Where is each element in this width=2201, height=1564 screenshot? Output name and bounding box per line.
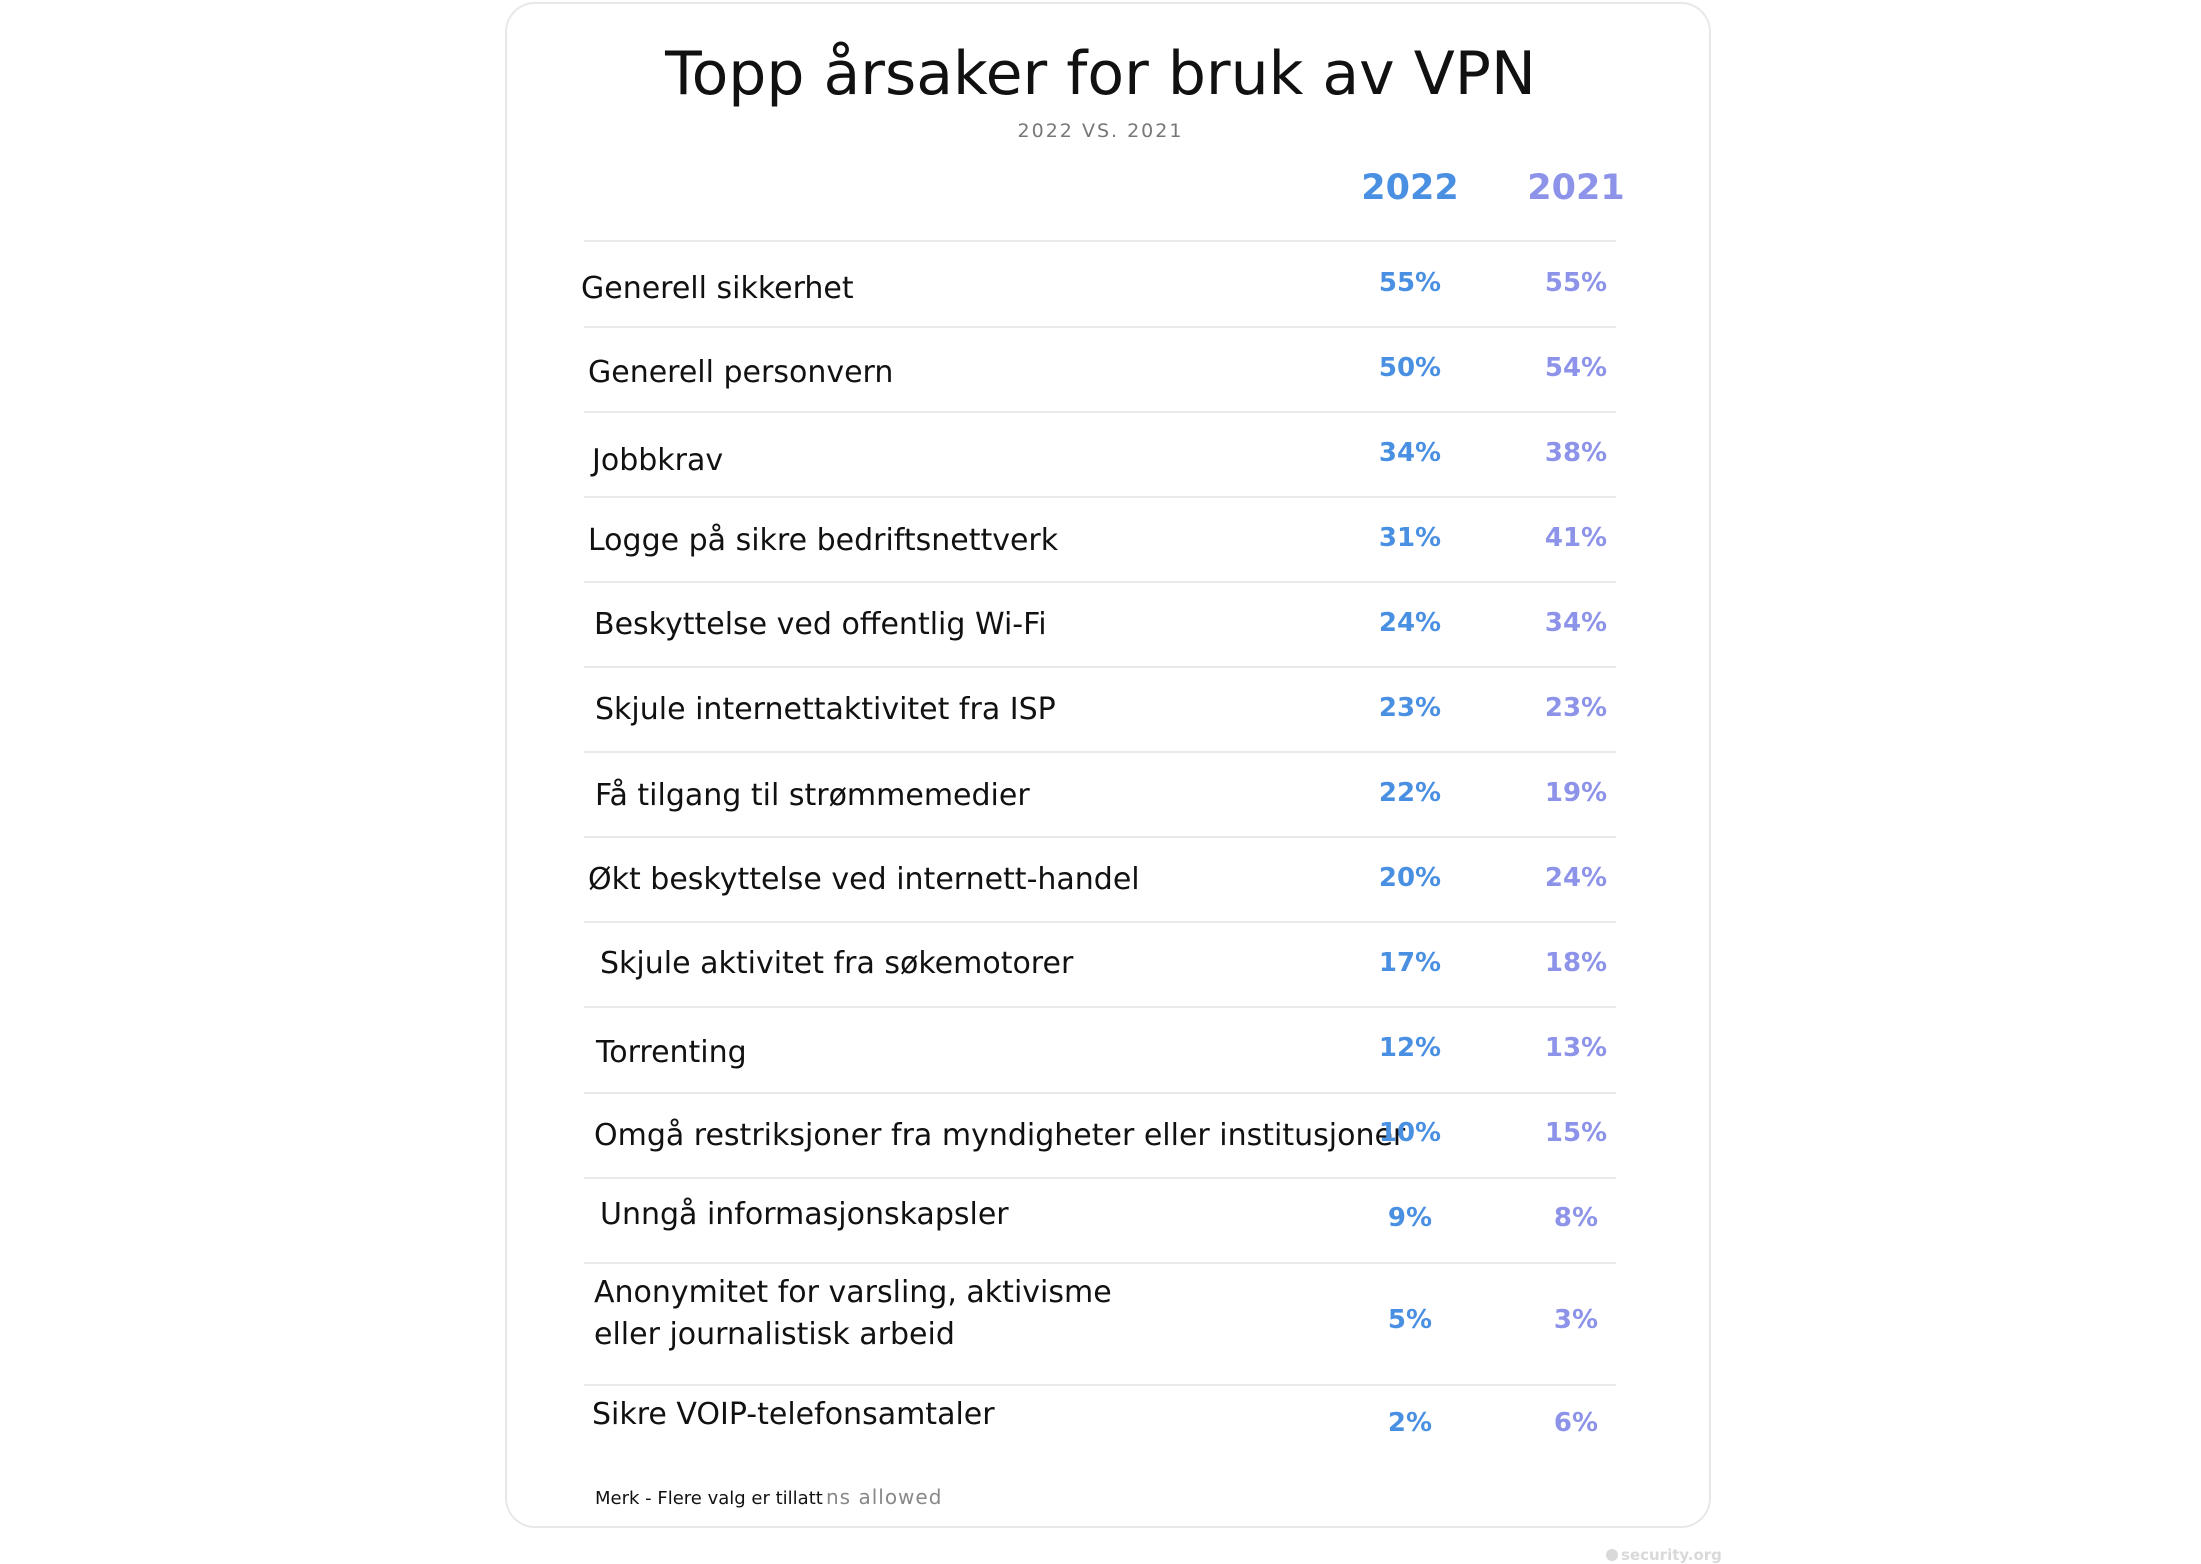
value-2021: 34% bbox=[1544, 608, 1608, 638]
row-divider bbox=[584, 751, 1616, 753]
value-2022: 23% bbox=[1378, 693, 1442, 723]
value-2022: 20% bbox=[1378, 863, 1442, 893]
value-2022: 55% bbox=[1378, 268, 1442, 298]
value-2022: 31% bbox=[1378, 523, 1442, 553]
value-2022: 22% bbox=[1378, 778, 1442, 808]
row-label: Omgå restriksjoner fra myndigheter eller… bbox=[594, 1118, 1406, 1153]
row-divider bbox=[584, 411, 1616, 413]
row-label: Anonymitet for varsling, aktivisme eller … bbox=[594, 1275, 1112, 1352]
row-divider bbox=[584, 836, 1616, 838]
value-2022: 24% bbox=[1378, 608, 1442, 638]
row-divider bbox=[584, 921, 1616, 923]
row-divider bbox=[584, 326, 1616, 328]
column-header-2022: 2022 bbox=[1361, 168, 1459, 208]
row-divider bbox=[584, 1177, 1616, 1179]
value-2022: 17% bbox=[1378, 948, 1442, 978]
value-2021: 41% bbox=[1544, 523, 1608, 553]
row-label: Unngå informasjonskapsler bbox=[600, 1197, 1009, 1232]
column-header-2021: 2021 bbox=[1527, 168, 1625, 208]
value-2022: 34% bbox=[1378, 438, 1442, 468]
row-label: Økt beskyttelse ved internett-handel bbox=[588, 862, 1140, 897]
chart-subtitle: 2022 VS. 2021 bbox=[1017, 120, 1184, 142]
value-2021: 55% bbox=[1544, 268, 1608, 298]
row-label: Generell personvern bbox=[588, 355, 894, 390]
row-divider bbox=[584, 1262, 1616, 1264]
value-2021: 23% bbox=[1544, 693, 1608, 723]
row-label: Få tilgang til strømmemedier bbox=[595, 778, 1030, 813]
brand-icon bbox=[1606, 1549, 1618, 1561]
row-divider bbox=[584, 1384, 1616, 1386]
row-divider bbox=[584, 666, 1616, 668]
row-label: Sikre VOIP-telefonsamtaler bbox=[592, 1397, 995, 1432]
row-label: Beskyttelse ved offentlig Wi-Fi bbox=[594, 607, 1047, 642]
value-2021: 8% bbox=[1553, 1203, 1599, 1233]
value-2021: 38% bbox=[1544, 438, 1608, 468]
value-2021: 19% bbox=[1544, 778, 1608, 808]
row-label: Skjule aktivitet fra søkemotorer bbox=[600, 946, 1074, 981]
value-2021: 3% bbox=[1553, 1305, 1599, 1335]
value-2022: 10% bbox=[1378, 1118, 1442, 1148]
value-2022: 2% bbox=[1387, 1408, 1433, 1438]
row-divider bbox=[584, 1092, 1616, 1094]
footnote-remnant: ns allowed bbox=[826, 1485, 943, 1509]
row-divider bbox=[584, 240, 1616, 242]
value-2021: 15% bbox=[1544, 1118, 1608, 1148]
row-label: Logge på sikre bedriftsnettverk bbox=[588, 523, 1059, 558]
row-divider bbox=[584, 1006, 1616, 1008]
row-label: Skjule internettaktivitet fra ISP bbox=[595, 692, 1056, 727]
value-2021: 13% bbox=[1544, 1033, 1608, 1063]
value-2021: 24% bbox=[1544, 863, 1608, 893]
value-2022: 5% bbox=[1387, 1305, 1433, 1335]
value-2022: 50% bbox=[1378, 353, 1442, 383]
row-label: Generell sikkerhet bbox=[581, 271, 854, 306]
row-divider bbox=[584, 496, 1616, 498]
value-2021: 6% bbox=[1553, 1408, 1599, 1438]
value-2021: 18% bbox=[1544, 948, 1608, 978]
value-2021: 54% bbox=[1544, 353, 1608, 383]
value-2022: 9% bbox=[1387, 1203, 1433, 1233]
brand-text: security.org bbox=[1621, 1546, 1722, 1564]
row-divider bbox=[584, 581, 1616, 583]
row-label: Jobbkrav bbox=[592, 443, 724, 478]
row-label: Torrenting bbox=[596, 1035, 747, 1070]
chart-card bbox=[505, 2, 1711, 1528]
brand-logo: security.org bbox=[1606, 1546, 1722, 1564]
value-2022: 12% bbox=[1378, 1033, 1442, 1063]
chart-title: Topp årsaker for bruk av VPN bbox=[665, 39, 1536, 109]
footnote: Merk - Flere valg er tillatt bbox=[595, 1488, 823, 1509]
